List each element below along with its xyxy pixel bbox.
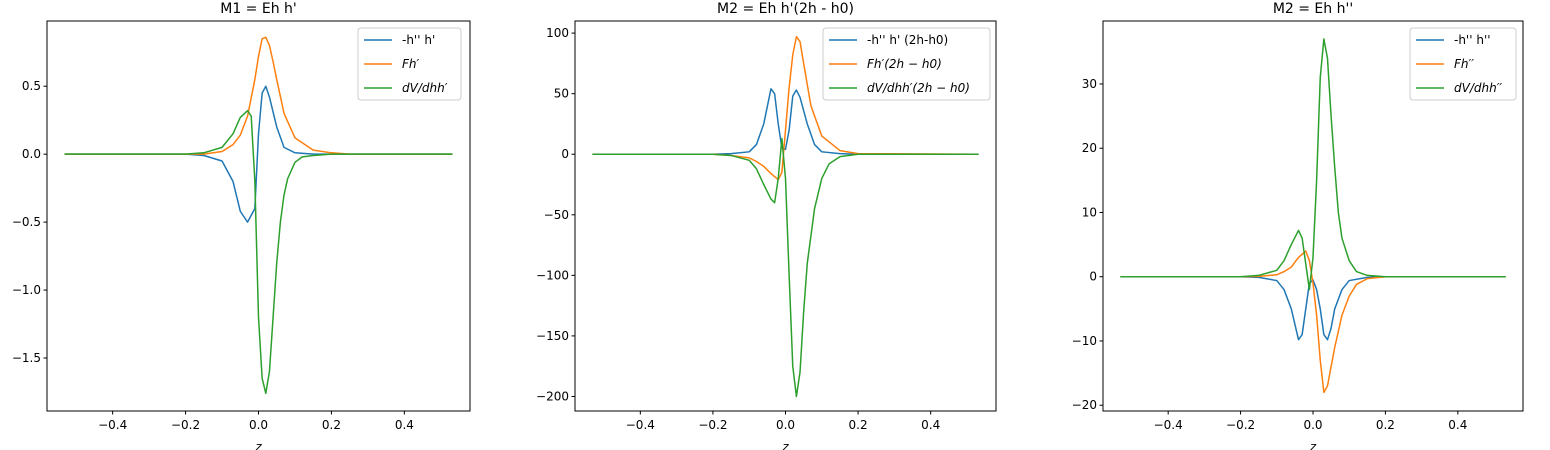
series-line-1 (592, 88, 979, 155)
chart-title: M1 = Eh h' (220, 1, 297, 17)
x-tick-label: −0.2 (698, 418, 727, 432)
legend-box (357, 27, 462, 101)
x-tick-label: 0.2 (322, 418, 341, 432)
y-tick-label: −1.5 (12, 351, 41, 365)
x-tick-label: 0.4 (395, 418, 414, 432)
y-tick-label: 0 (561, 147, 569, 161)
legend-entry-3: dV/dhh′′ (1454, 81, 1502, 95)
legend-box (822, 27, 991, 101)
series-line-2 (1120, 250, 1506, 394)
x-tick-label: 0.4 (921, 418, 940, 432)
legend-entry-2: Fh′′ (1454, 57, 1474, 71)
x-tick-label: 0.0 (249, 418, 268, 432)
series-line-2 (592, 36, 979, 181)
chart-title: M2 = Eh h'' (1273, 1, 1353, 17)
legend-entry-1: -h'' h' (402, 33, 435, 47)
legend-box (1409, 27, 1517, 101)
x-tick-label: −0.2 (1226, 418, 1255, 432)
y-tick-label: 50 (554, 87, 569, 101)
x-axis-label: z (1309, 440, 1317, 450)
x-axis-label: z (781, 440, 789, 450)
y-tick-label: 20 (1082, 141, 1097, 155)
y-tick-label: −1.0 (12, 283, 41, 297)
y-tick-label: 10 (1082, 205, 1097, 219)
y-tick-label: −20 (1072, 398, 1097, 412)
series-line-3 (64, 109, 453, 395)
x-tick-label: −0.4 (1154, 418, 1183, 432)
legend: -h'' h' Fh′ dV/dhh′ (357, 27, 462, 101)
chart-title: M2 = Eh h'(2h - h0) (717, 1, 854, 17)
x-tick-label: −0.2 (171, 418, 200, 432)
legend-entry-2: Fh′(2h − h0) (867, 57, 942, 71)
series-line-2 (64, 36, 453, 155)
series-line-3 (1120, 38, 1506, 291)
y-tick-label: 0.5 (22, 79, 41, 93)
x-tick-label: 0.0 (1303, 418, 1322, 432)
x-tick-label: 0.2 (1376, 418, 1395, 432)
x-tick-label: 0.2 (849, 418, 868, 432)
x-tick-label: 0.0 (776, 418, 795, 432)
y-tick-label: −100 (536, 268, 569, 282)
x-axis-label: z (254, 440, 262, 450)
legend-entry-3: dV/dhh′ (402, 81, 448, 95)
y-tick-label: 0.0 (22, 147, 41, 161)
y-tick-label: 0 (1089, 270, 1097, 284)
y-tick-label: −50 (544, 208, 569, 222)
chart-panel-1: −0.4 −0.2 0.0 0.2 0.4 0.5 0.0 −0.5 −1.0 −1.5 M1 = … (12, 1, 471, 450)
legend-entry-2: Fh′ (402, 57, 420, 71)
legend-entry-1: -h'' h' (2h-h0) (867, 33, 948, 47)
y-tick-label: 30 (1082, 77, 1097, 91)
legend: -h'' h'' Fh′′ dV/dhh′′ (1409, 27, 1517, 101)
y-tick-label: −200 (536, 389, 569, 403)
series-line-1 (1120, 275, 1506, 341)
x-tick-label: 0.4 (1448, 418, 1467, 432)
legend-entry-1: -h'' h'' (1454, 33, 1491, 47)
y-tick-label: 100 (546, 26, 569, 40)
x-tick-label: −0.4 (98, 418, 127, 432)
x-tick-label: −0.4 (626, 418, 655, 432)
legend-entry-3: dV/dhh′(2h − h0) (867, 81, 970, 95)
y-tick-label: −10 (1072, 334, 1097, 348)
y-tick-label: −0.5 (12, 215, 41, 229)
chart-panel-3: −0.4 −0.2 0.0 0.2 0.4 30 20 10 0 −10 −20 M2 = Eh h'… (1072, 1, 1524, 450)
legend: -h'' h' (2h-h0) Fh′(2h − h0) dV/dhh′(2h − … (822, 27, 991, 101)
y-tick-label: −150 (536, 329, 569, 343)
series-line-1 (64, 85, 453, 223)
series-line-3 (592, 137, 979, 398)
chart-panel-2: −0.4 −0.2 0.0 0.2 0.4 100 50 0 −50 −100 −150 −200 M2… (536, 1, 997, 450)
